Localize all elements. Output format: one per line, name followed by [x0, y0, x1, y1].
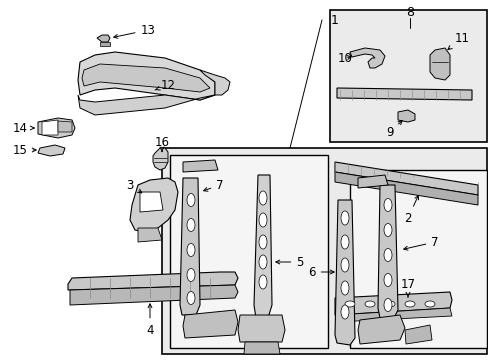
Text: 1: 1: [330, 14, 338, 27]
Bar: [349, 170, 486, 348]
Ellipse shape: [259, 275, 266, 289]
Polygon shape: [334, 200, 354, 345]
Ellipse shape: [384, 301, 394, 307]
Ellipse shape: [186, 219, 195, 231]
Bar: [170, 155, 327, 348]
Polygon shape: [140, 192, 163, 212]
Text: 8: 8: [405, 5, 413, 18]
Bar: [162, 148, 486, 354]
Polygon shape: [334, 292, 451, 315]
Polygon shape: [183, 160, 218, 172]
Ellipse shape: [383, 274, 391, 287]
Text: 17: 17: [400, 279, 415, 297]
Polygon shape: [68, 272, 238, 290]
Text: 2: 2: [404, 195, 418, 225]
Ellipse shape: [186, 194, 195, 207]
Text: 4: 4: [146, 304, 153, 337]
Ellipse shape: [383, 298, 391, 311]
Text: 5: 5: [275, 256, 303, 269]
Text: 12: 12: [155, 78, 175, 91]
Ellipse shape: [259, 213, 266, 227]
Polygon shape: [38, 118, 75, 138]
Polygon shape: [70, 285, 238, 305]
Text: 11: 11: [447, 32, 468, 50]
Polygon shape: [336, 88, 471, 100]
Ellipse shape: [259, 191, 266, 205]
Ellipse shape: [383, 224, 391, 237]
Polygon shape: [357, 175, 387, 188]
Polygon shape: [377, 185, 397, 320]
Ellipse shape: [340, 305, 348, 319]
Polygon shape: [334, 162, 477, 195]
Text: 13: 13: [114, 23, 155, 38]
Polygon shape: [100, 42, 110, 46]
Polygon shape: [38, 145, 65, 156]
Polygon shape: [349, 48, 384, 68]
Ellipse shape: [424, 301, 434, 307]
Polygon shape: [200, 70, 229, 95]
Ellipse shape: [186, 269, 195, 282]
Ellipse shape: [186, 243, 195, 257]
Polygon shape: [130, 178, 178, 232]
Polygon shape: [180, 178, 200, 315]
Text: 7: 7: [403, 235, 438, 250]
Text: 6: 6: [307, 266, 333, 279]
Polygon shape: [78, 52, 215, 100]
Text: 7: 7: [203, 179, 224, 192]
Ellipse shape: [383, 248, 391, 261]
Polygon shape: [404, 325, 431, 344]
Polygon shape: [82, 64, 209, 92]
Ellipse shape: [259, 255, 266, 269]
Polygon shape: [138, 228, 162, 242]
Ellipse shape: [186, 292, 195, 305]
Ellipse shape: [404, 301, 414, 307]
Polygon shape: [397, 110, 414, 122]
Text: 9: 9: [386, 121, 401, 139]
Polygon shape: [357, 315, 404, 344]
Bar: [329, 10, 486, 142]
Ellipse shape: [340, 235, 348, 249]
Ellipse shape: [340, 258, 348, 272]
Ellipse shape: [345, 301, 354, 307]
Polygon shape: [97, 35, 110, 42]
Polygon shape: [183, 310, 238, 338]
Ellipse shape: [259, 235, 266, 249]
Polygon shape: [334, 172, 477, 205]
Text: 16: 16: [154, 135, 169, 152]
Polygon shape: [78, 95, 215, 115]
Ellipse shape: [340, 211, 348, 225]
Text: 10: 10: [337, 51, 352, 64]
Polygon shape: [253, 175, 271, 318]
Polygon shape: [336, 308, 451, 322]
Polygon shape: [429, 48, 449, 80]
Polygon shape: [244, 342, 280, 354]
Text: 14: 14: [13, 122, 34, 135]
Ellipse shape: [364, 301, 374, 307]
Text: 15: 15: [13, 144, 36, 157]
Polygon shape: [238, 315, 285, 342]
Text: 3: 3: [126, 179, 142, 193]
Polygon shape: [153, 148, 168, 170]
Polygon shape: [58, 121, 72, 132]
Ellipse shape: [383, 198, 391, 212]
Polygon shape: [42, 120, 58, 135]
Ellipse shape: [340, 281, 348, 295]
